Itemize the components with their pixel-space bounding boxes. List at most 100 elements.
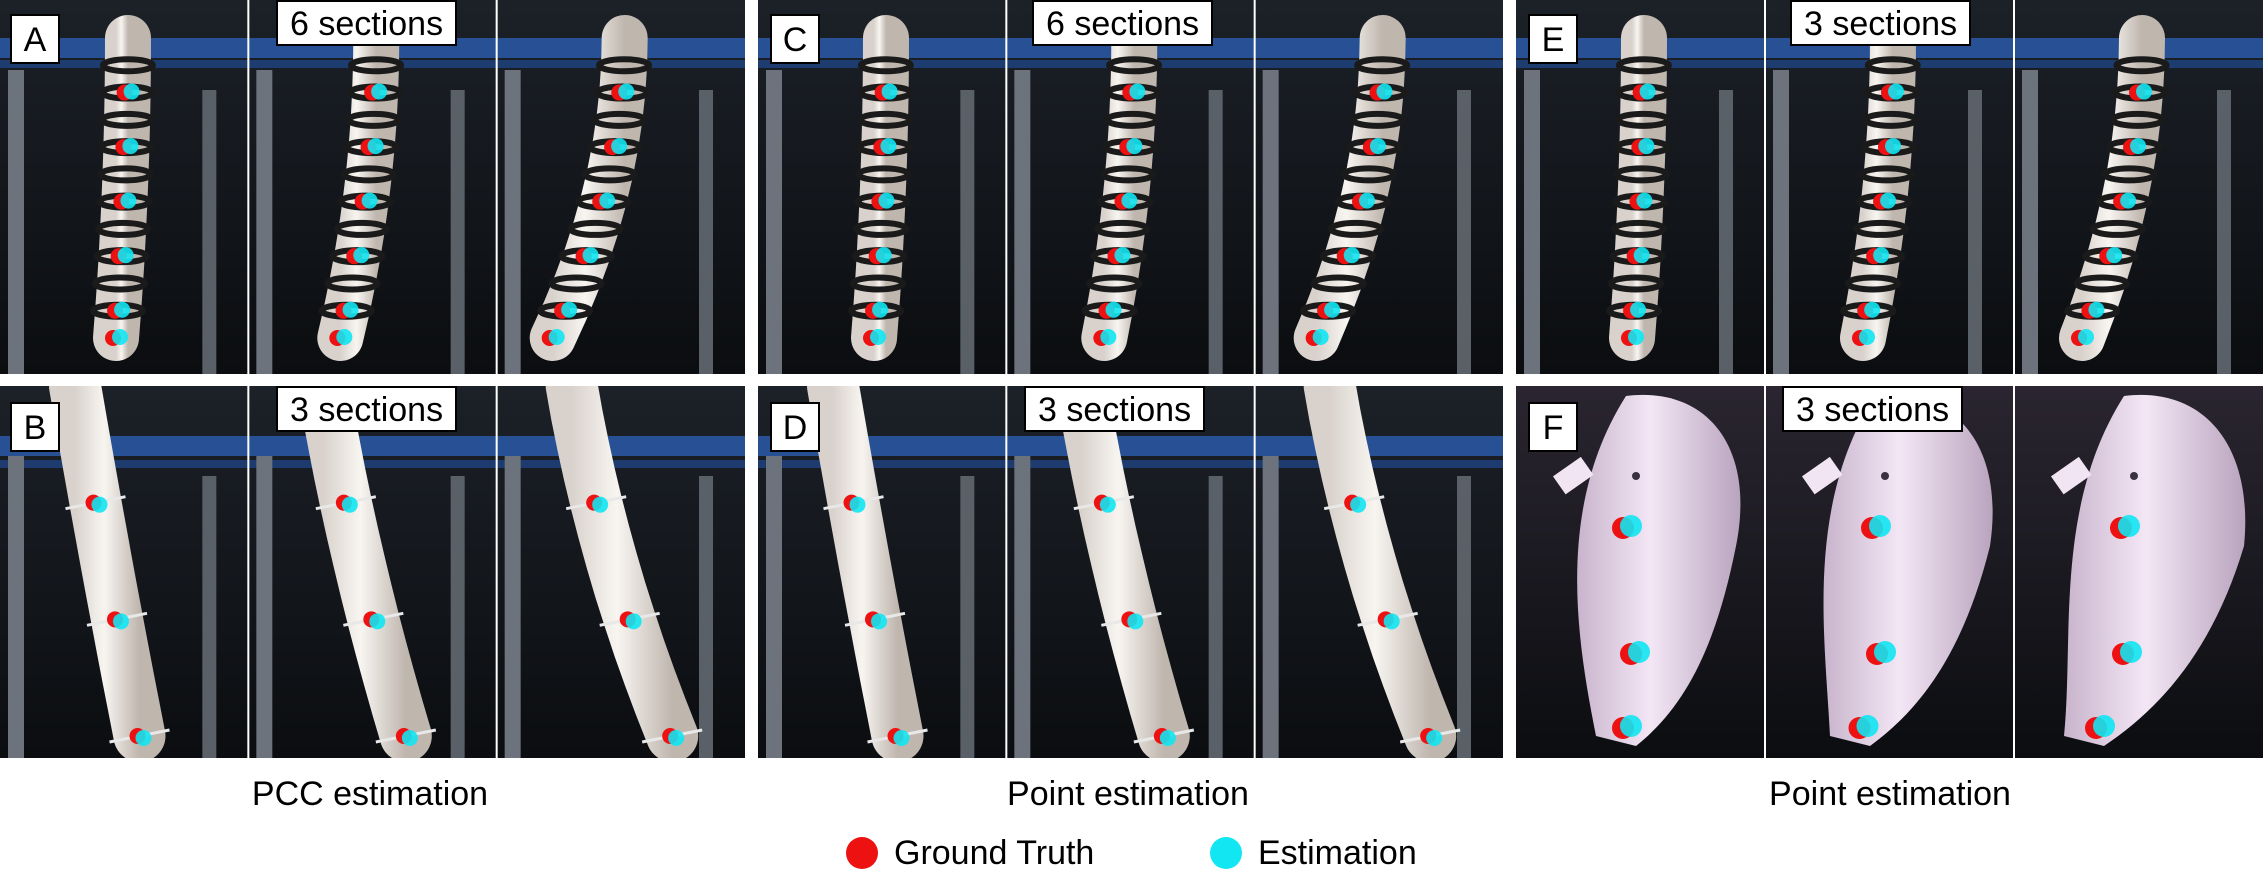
panel-c-frame-1	[758, 0, 1007, 374]
panel-b-frame-1	[0, 386, 249, 758]
sections-label-f: 3 sections	[1782, 386, 1964, 432]
estimation-marker	[112, 329, 128, 345]
estimation-marker	[599, 192, 616, 209]
estimation-marker	[1383, 613, 1400, 630]
estimation-marker	[1105, 301, 1122, 318]
estimation-marker	[871, 613, 887, 630]
panel-c-frame-3	[1253, 0, 1503, 374]
caption-point-estimation-right: Point estimation	[1769, 775, 2011, 813]
panel-a-photo	[0, 0, 745, 374]
estimation-marker	[1114, 247, 1131, 264]
panel-e-photo	[1516, 0, 2263, 374]
estimation-marker	[1312, 329, 1329, 345]
estimation-marker	[2088, 301, 2105, 318]
sections-label-e: 3 sections	[1790, 0, 1972, 46]
estimation-marker	[353, 247, 370, 264]
panel-c-frame-2	[1005, 0, 1255, 374]
estimation-marker	[1859, 329, 1875, 345]
estimation-marker	[872, 301, 889, 318]
estimation-marker	[2120, 641, 2142, 663]
sections-label-c: 6 sections	[1032, 0, 1214, 46]
sections-label-b: 3 sections	[276, 386, 458, 432]
estimation-marker	[371, 83, 388, 100]
sections-label-d: 3 sections	[1024, 386, 1206, 432]
estimation-marker	[336, 329, 353, 345]
legend-estimation-label: Estimation	[1258, 834, 1417, 872]
estimation-marker	[1630, 301, 1647, 318]
panel-label-b: B	[10, 402, 60, 452]
estimation-marker	[1100, 329, 1117, 345]
panel-e-frame-3	[2013, 0, 2263, 374]
estimation-marker	[561, 301, 578, 318]
panel-f-photo	[1516, 386, 2263, 758]
estimation-marker	[91, 496, 108, 513]
estimation-marker	[117, 247, 134, 264]
estimation-marker	[849, 496, 866, 513]
panel-f-scene	[1516, 386, 2263, 758]
estimation-marker-icon	[1210, 837, 1242, 869]
estimation-marker	[341, 496, 358, 513]
estimation-marker	[1159, 730, 1176, 746]
estimation-marker	[1127, 613, 1144, 630]
estimation-marker	[1620, 715, 1642, 737]
estimation-marker	[401, 730, 418, 746]
estimation-marker	[1639, 83, 1656, 100]
estimation-marker	[1880, 192, 1897, 209]
estimation-marker	[880, 138, 897, 155]
ground-truth-marker-icon	[846, 837, 878, 869]
panel-label-d: D	[770, 402, 820, 452]
estimation-marker	[878, 192, 895, 209]
estimation-marker	[875, 247, 892, 264]
panel-label-c: C	[770, 14, 820, 64]
estimation-marker	[668, 730, 685, 746]
panel-d-frame-3	[1253, 386, 1503, 758]
panel-b-frame-2	[247, 386, 497, 758]
caption-point-estimation-middle: Point estimation	[1007, 775, 1249, 813]
estimation-marker	[114, 301, 131, 318]
panel-label-f: F	[1528, 402, 1578, 452]
estimation-marker	[1369, 138, 1386, 155]
estimation-marker	[367, 138, 384, 155]
estimation-marker	[1888, 83, 1905, 100]
estimation-marker	[548, 329, 565, 345]
panel-b-scene	[0, 386, 745, 758]
estimation-marker	[1343, 247, 1360, 264]
panel-f-frame-2	[1764, 386, 2014, 758]
estimation-marker	[1129, 83, 1146, 100]
panel-label-e: E	[1528, 14, 1578, 64]
estimation-marker	[881, 83, 898, 100]
estimation-marker	[1324, 301, 1341, 318]
estimation-marker	[2106, 247, 2123, 264]
estimation-marker	[1126, 138, 1143, 155]
estimation-marker	[1874, 641, 1896, 663]
sections-label-a: 6 sections	[276, 0, 458, 46]
caption-pcc-estimation: PCC estimation	[251, 775, 489, 813]
estimation-marker	[1121, 192, 1138, 209]
estimation-marker	[1359, 192, 1376, 209]
panel-a-frame-3	[495, 0, 745, 374]
estimation-marker	[2093, 715, 2115, 737]
panel-e-frame-2	[1764, 0, 2014, 374]
estimation-marker	[135, 730, 152, 746]
estimation-marker	[2120, 192, 2137, 209]
panel-d-photo	[758, 386, 1503, 758]
estimation-marker	[1426, 730, 1443, 746]
estimation-marker	[1864, 301, 1881, 318]
panel-a-scene	[0, 0, 745, 374]
estimation-marker	[1620, 515, 1642, 537]
legend-estimation: Estimation	[1210, 833, 1470, 873]
estimation-marker	[1350, 496, 1367, 513]
estimation-marker	[342, 301, 359, 318]
estimation-marker	[625, 613, 642, 630]
panel-d-frame-2	[1005, 386, 1255, 758]
estimation-marker	[611, 138, 628, 155]
estimation-marker	[122, 138, 139, 155]
estimation-marker	[113, 613, 129, 630]
estimation-marker	[2136, 83, 2153, 100]
legend-ground-truth: Ground Truth	[846, 833, 1146, 873]
estimation-marker	[1628, 329, 1644, 345]
estimation-marker	[592, 496, 609, 513]
estimation-marker	[582, 247, 599, 264]
panel-label-a: A	[10, 14, 60, 64]
estimation-marker	[361, 192, 378, 209]
